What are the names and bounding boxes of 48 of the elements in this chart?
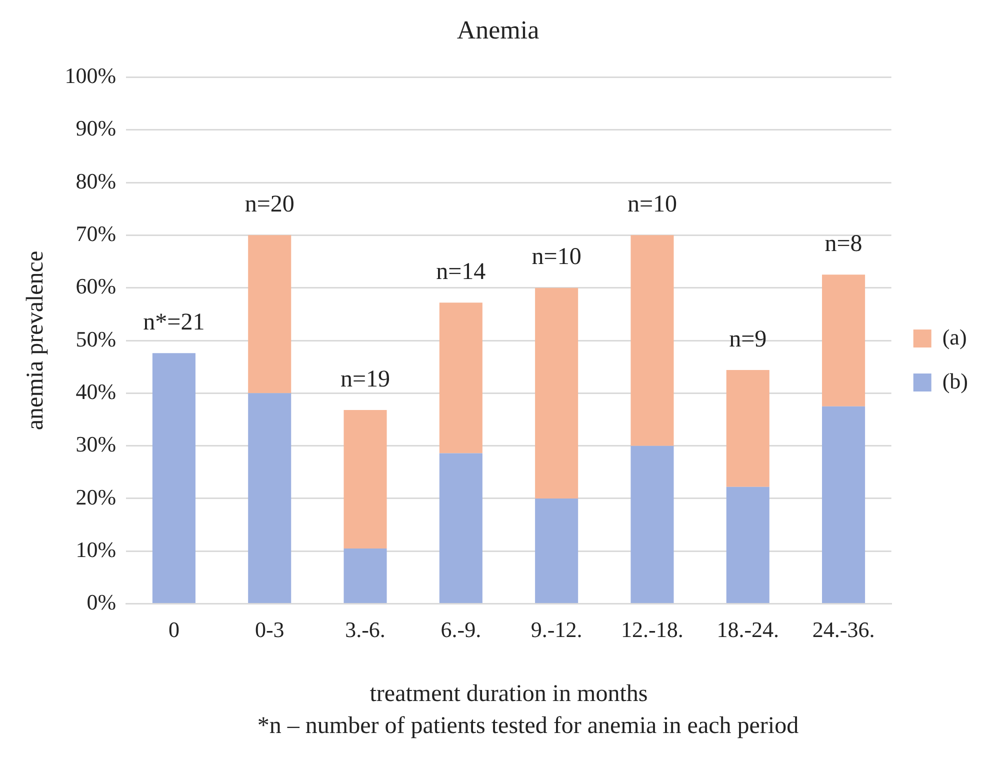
y-tick-label: 80% <box>76 168 116 194</box>
x-tick-label: 3.-6. <box>345 616 386 642</box>
bar <box>726 370 770 487</box>
x-tick-label: 6.-9. <box>440 616 482 642</box>
bar <box>630 235 674 446</box>
bar <box>439 302 482 454</box>
annotation: n=10 <box>627 191 677 218</box>
bar <box>630 446 674 604</box>
y-tick-label: 20% <box>76 484 116 510</box>
bar <box>248 393 292 604</box>
y-axis-title: anemia prevalence <box>22 250 49 430</box>
y-tick-label: 40% <box>76 378 116 404</box>
y-tick-label: 30% <box>76 432 116 457</box>
y-tick-label: 70% <box>76 220 116 246</box>
annotation: n=14 <box>436 258 486 285</box>
bar <box>344 548 387 604</box>
annotation: n=10 <box>532 244 582 270</box>
x-tick-label: 24.-36. <box>812 616 875 642</box>
bar <box>344 410 387 549</box>
annotation: n*=21 <box>143 309 205 336</box>
bar <box>535 288 578 498</box>
x-tick-label: 18.-24. <box>716 616 780 642</box>
y-tick-label: 90% <box>76 116 116 141</box>
bar <box>726 486 770 604</box>
bar <box>152 353 196 604</box>
annotation: n=8 <box>824 230 862 257</box>
bar <box>535 498 578 604</box>
legend-label: (b) <box>942 368 968 394</box>
x-tick-label: 0-3 <box>254 616 284 642</box>
bar <box>439 453 482 604</box>
y-tick-label: 10% <box>76 536 116 562</box>
x-tick-label: 9.-12. <box>530 616 582 642</box>
chart-title: Anemia <box>456 15 540 44</box>
text: *n – number of patients tested for anemia in each period <box>256 713 800 740</box>
y-tick-label: 50% <box>76 326 116 352</box>
x-tick-label: 0 <box>168 616 180 642</box>
x-tick-label: 12.-18. <box>621 616 684 642</box>
y-tick-label: 60% <box>76 274 116 299</box>
x-axis-title: treatment duration in months <box>370 680 648 707</box>
annotation: n=9 <box>729 326 767 352</box>
legend-label: (a) <box>942 324 967 350</box>
y-tick-label: 0% <box>86 590 116 615</box>
y-tick-label: 100% <box>64 62 116 88</box>
bar <box>822 274 866 406</box>
annotation: n=20 <box>244 191 294 218</box>
bar <box>822 406 866 604</box>
annotation: n=19 <box>340 366 390 392</box>
bar <box>248 235 292 394</box>
